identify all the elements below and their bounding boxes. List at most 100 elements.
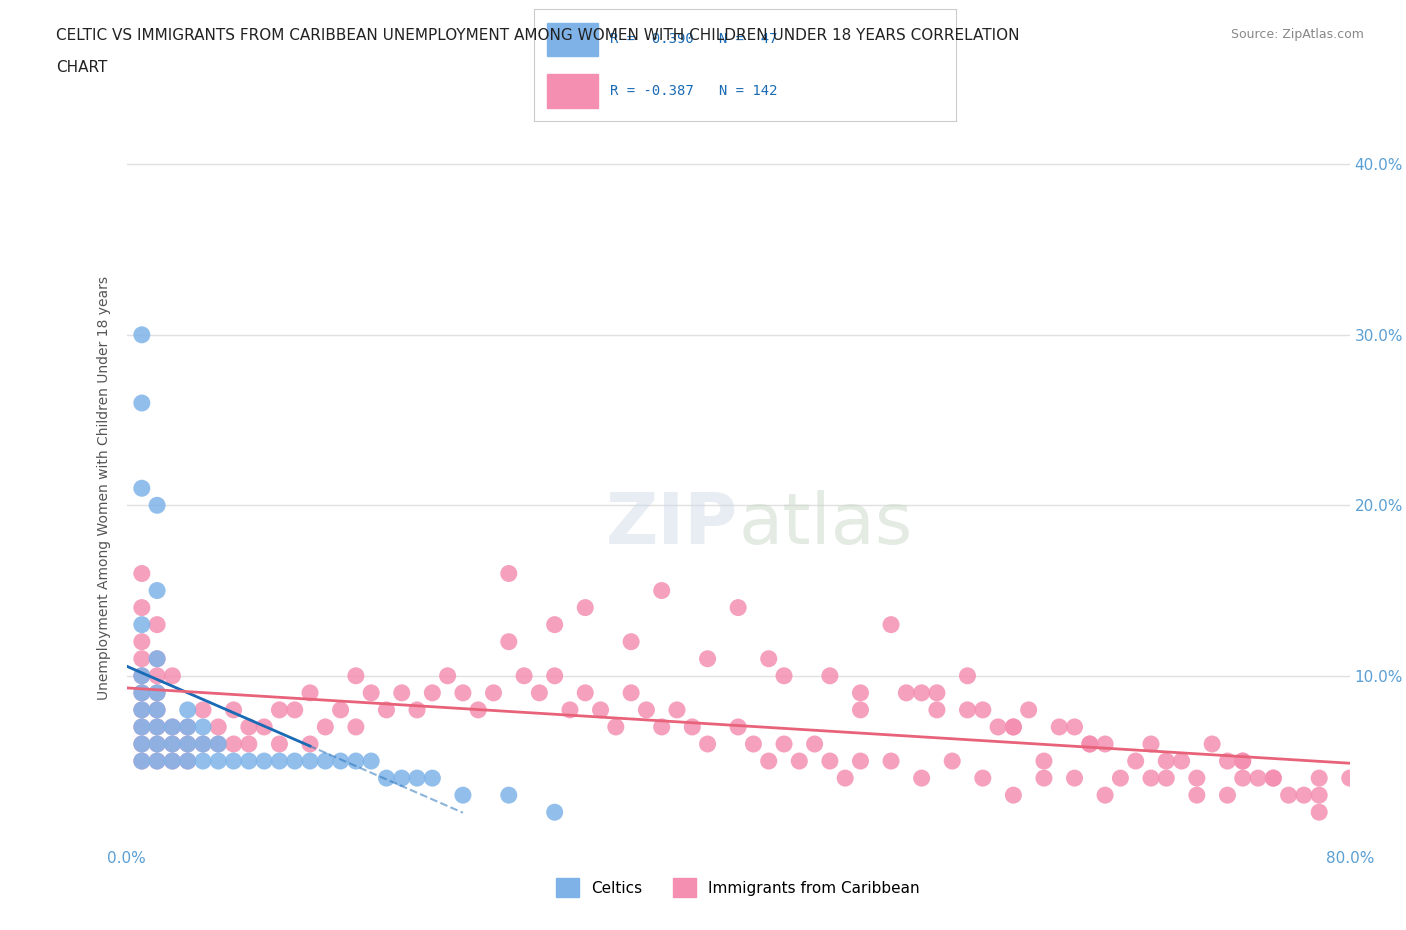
Point bbox=[284, 753, 307, 768]
Point bbox=[727, 600, 749, 615]
Point bbox=[1263, 771, 1285, 786]
Point bbox=[818, 669, 841, 684]
Point bbox=[299, 737, 322, 751]
Point bbox=[727, 720, 749, 735]
Point bbox=[1232, 753, 1254, 768]
Point bbox=[146, 651, 169, 666]
Point bbox=[146, 498, 169, 512]
Point bbox=[1033, 771, 1056, 786]
Point bbox=[1185, 788, 1208, 803]
Point bbox=[146, 720, 169, 735]
Text: Source: ZipAtlas.com: Source: ZipAtlas.com bbox=[1230, 28, 1364, 41]
Point bbox=[162, 720, 184, 735]
Bar bbox=[547, 74, 598, 108]
Point bbox=[972, 771, 994, 786]
Point bbox=[925, 702, 948, 717]
Point bbox=[849, 753, 872, 768]
Point bbox=[131, 720, 153, 735]
Point bbox=[544, 669, 567, 684]
Point bbox=[177, 720, 200, 735]
Point bbox=[651, 720, 673, 735]
Point bbox=[146, 737, 169, 751]
Point bbox=[620, 685, 643, 700]
Point bbox=[146, 651, 169, 666]
Point bbox=[636, 702, 658, 717]
Bar bbox=[547, 22, 598, 56]
Point bbox=[222, 702, 245, 717]
Point bbox=[253, 753, 276, 768]
Point bbox=[360, 753, 382, 768]
Point bbox=[360, 685, 382, 700]
Point bbox=[222, 753, 245, 768]
Point bbox=[1308, 771, 1330, 786]
Point bbox=[162, 669, 184, 684]
Point bbox=[1063, 771, 1085, 786]
Point bbox=[1201, 737, 1223, 751]
Point bbox=[1156, 771, 1178, 786]
Point bbox=[1018, 702, 1040, 717]
Point bbox=[498, 566, 520, 581]
Point bbox=[191, 737, 214, 751]
Point bbox=[131, 685, 153, 700]
Point bbox=[191, 720, 214, 735]
Point bbox=[131, 327, 153, 342]
Point bbox=[238, 720, 260, 735]
Point bbox=[131, 634, 153, 649]
Point bbox=[146, 702, 169, 717]
Point bbox=[666, 702, 689, 717]
Text: R =  0.390   N =  47: R = 0.390 N = 47 bbox=[610, 33, 778, 46]
Point bbox=[1216, 753, 1239, 768]
Point bbox=[1232, 753, 1254, 768]
Point bbox=[1292, 788, 1315, 803]
Point bbox=[1094, 788, 1116, 803]
Point bbox=[544, 804, 567, 819]
Point bbox=[987, 720, 1010, 735]
Point bbox=[758, 651, 780, 666]
Point bbox=[1247, 771, 1270, 786]
Point bbox=[314, 720, 336, 735]
Point bbox=[849, 702, 872, 717]
Point bbox=[742, 737, 765, 751]
Point bbox=[467, 702, 489, 717]
Point bbox=[1078, 737, 1101, 751]
Point bbox=[269, 702, 291, 717]
Point bbox=[1047, 720, 1070, 735]
Point bbox=[589, 702, 612, 717]
Point bbox=[344, 753, 367, 768]
Point bbox=[269, 737, 291, 751]
Point bbox=[696, 737, 718, 751]
Point bbox=[162, 720, 184, 735]
Point bbox=[818, 753, 841, 768]
Point bbox=[177, 737, 200, 751]
Point bbox=[1063, 720, 1085, 735]
Point bbox=[1002, 788, 1025, 803]
Point bbox=[131, 737, 153, 751]
Point bbox=[146, 702, 169, 717]
Point bbox=[1263, 771, 1285, 786]
Point bbox=[880, 753, 903, 768]
Point bbox=[681, 720, 703, 735]
Point bbox=[329, 753, 352, 768]
Point bbox=[131, 566, 153, 581]
Point bbox=[131, 618, 153, 632]
Point bbox=[207, 737, 229, 751]
Point bbox=[238, 753, 260, 768]
Point bbox=[482, 685, 505, 700]
Point bbox=[299, 753, 322, 768]
Point bbox=[406, 771, 429, 786]
Point bbox=[651, 583, 673, 598]
Point bbox=[375, 702, 398, 717]
Point bbox=[146, 753, 169, 768]
Point bbox=[146, 720, 169, 735]
Point bbox=[1140, 737, 1163, 751]
Point bbox=[299, 685, 322, 700]
Point bbox=[834, 771, 856, 786]
Legend: Celtics, Immigrants from Caribbean: Celtics, Immigrants from Caribbean bbox=[550, 872, 927, 903]
Point bbox=[849, 685, 872, 700]
Text: CHART: CHART bbox=[56, 60, 108, 75]
Point bbox=[1033, 753, 1056, 768]
Y-axis label: Unemployment Among Women with Children Under 18 years: Unemployment Among Women with Children U… bbox=[97, 276, 111, 700]
Point bbox=[131, 669, 153, 684]
Point bbox=[956, 702, 979, 717]
Point bbox=[162, 753, 184, 768]
